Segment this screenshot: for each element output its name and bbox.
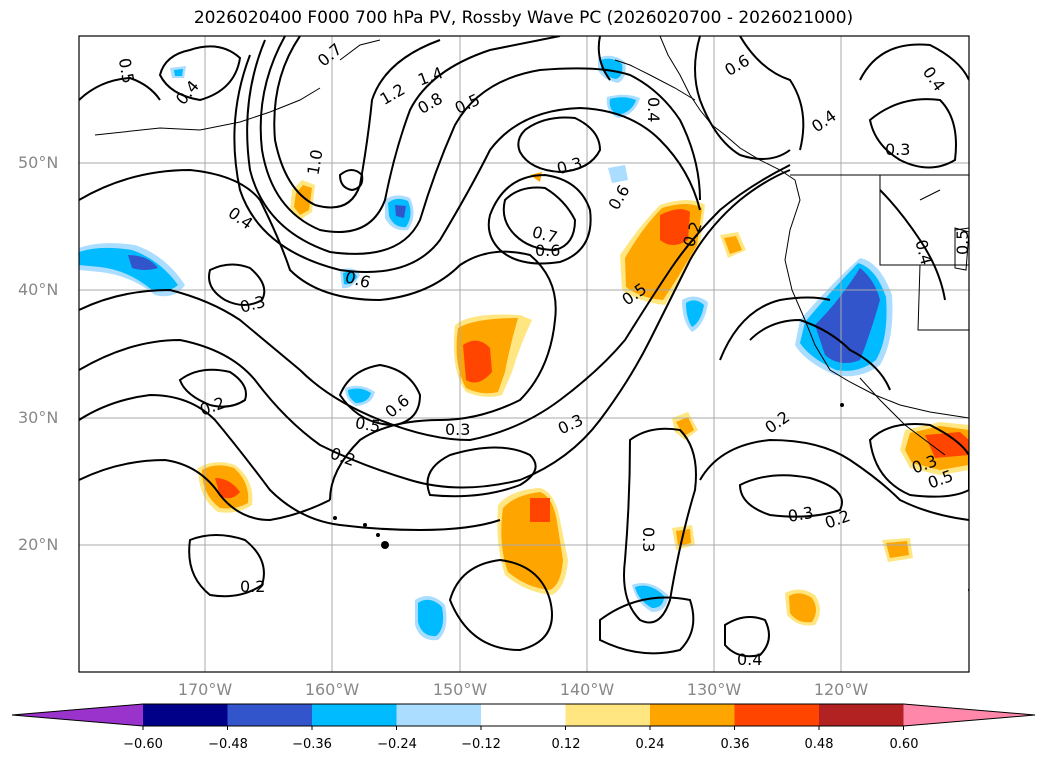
colorbar-segment — [396, 704, 482, 726]
colorbar-tick-label: 0.36 — [720, 737, 750, 752]
colorbar-tick-label: −0.24 — [377, 737, 417, 752]
contour-label: 0.5 — [115, 57, 138, 85]
colorbar-segment — [227, 704, 313, 726]
colorbar-tick-label: 0.12 — [551, 737, 581, 752]
contour-label: 0.4 — [737, 650, 762, 669]
colorbar-tick-label: −0.48 — [208, 737, 248, 752]
lon-label-130w: 130°W — [686, 680, 742, 699]
colorbar-tick-label: 0.48 — [804, 737, 834, 752]
colorbar-segment — [734, 704, 820, 726]
coastlines — [94, 36, 969, 456]
contour-label: 0.5 — [354, 413, 382, 436]
contour-label: 0.3 — [786, 503, 814, 526]
lon-label-120w: 120°W — [813, 680, 869, 699]
contour-label: 0.3 — [639, 527, 658, 552]
colorbar-segment — [312, 704, 397, 726]
positive-anomaly-shading — [198, 172, 969, 626]
gridlines — [79, 36, 969, 672]
map-frame — [78, 35, 970, 673]
lat-label-50n: 50°N — [18, 153, 59, 172]
contour-label: 1.0 — [303, 148, 326, 176]
colorbar — [11, 703, 1036, 730]
contour-label: 0.6 — [535, 241, 560, 260]
lon-label-150w: 150°W — [432, 680, 488, 699]
colorbar-tick-label: −0.12 — [461, 737, 501, 752]
contour-label: 0.3 — [445, 420, 470, 439]
lon-label-140w: 140°W — [559, 680, 615, 699]
lat-label-20n: 20°N — [18, 535, 59, 554]
colorbar-extend-low — [12, 704, 143, 726]
lat-label-30n: 30°N — [18, 408, 59, 427]
contour-label: 0.2 — [240, 577, 265, 596]
colorbar-segment — [819, 704, 904, 726]
colorbar-segment — [481, 704, 566, 726]
colorbar-tick-label: −0.60 — [123, 737, 163, 752]
colorbar-segment — [650, 704, 735, 726]
colorbar-extend-high — [903, 704, 1035, 726]
pv-contours — [79, 36, 969, 658]
colorbar-tick-label: −0.36 — [292, 737, 332, 752]
contour-label: 0.5 — [953, 230, 972, 255]
lon-label-170w: 170°W — [177, 680, 233, 699]
lon-label-160w: 160°W — [304, 680, 360, 699]
colorbar-tick-label: 0.24 — [635, 737, 665, 752]
map-title: 2026020400 F000 700 hPa PV, Rossby Wave … — [193, 8, 854, 28]
contour-label: 0.3 — [885, 140, 910, 159]
colorbar-segment — [143, 704, 228, 726]
lat-label-40n: 40°N — [18, 280, 59, 299]
islands — [333, 403, 969, 592]
colorbar-tick-label: 0.60 — [889, 737, 919, 752]
colorbar-segment — [565, 704, 651, 726]
contour-label: 0.4 — [644, 97, 663, 122]
